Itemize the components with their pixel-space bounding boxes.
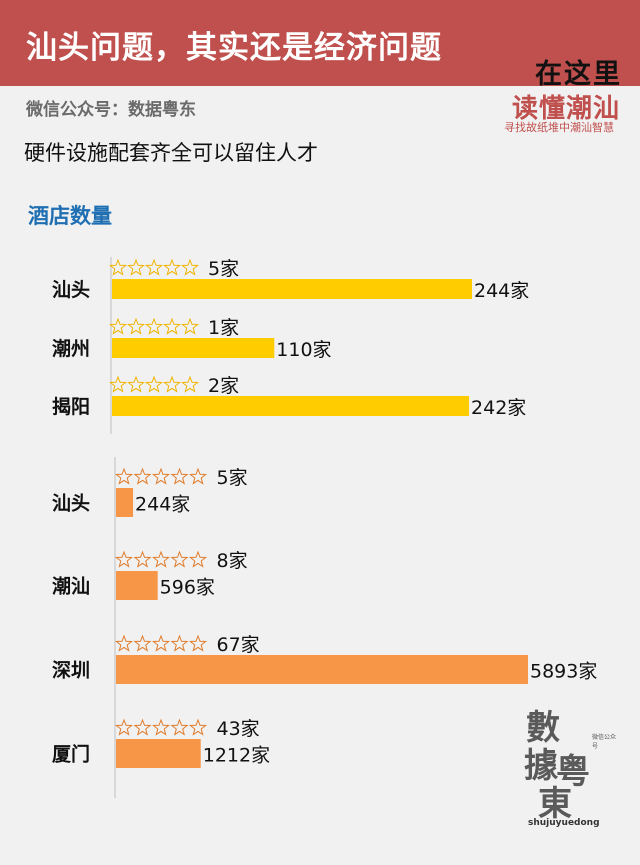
bar-value-label: 242家: [471, 397, 526, 419]
five-star-outline-icon: [181, 258, 199, 276]
five-star-count-label: 67家: [217, 634, 260, 656]
category-label: 潮汕: [52, 576, 90, 598]
five-star-outline-icon: [152, 467, 170, 485]
category-label: 潮州: [52, 338, 90, 360]
five-star-outline-icon: [170, 634, 189, 652]
five-star-outline-icon: [115, 467, 133, 485]
bar: [112, 279, 472, 299]
section-title: 酒店数量: [28, 204, 112, 228]
bar: [116, 488, 134, 517]
category-label: 揭阳: [52, 395, 90, 418]
five-star-outline-icon: [181, 375, 199, 393]
header-banner: 汕头问题，其实还是经济问题: [0, 0, 640, 86]
five-star-outline-icon: [152, 550, 170, 568]
five-star-outline-icon: [170, 718, 189, 736]
bar-value-label: 244家: [135, 494, 190, 516]
five-star-outline-icon: [145, 317, 163, 335]
five-star-outline-icon: [109, 258, 127, 276]
five-star-count-label: 8家: [217, 550, 248, 572]
category-label: 深圳: [52, 659, 90, 682]
watermark-char: 數: [526, 708, 560, 748]
bar-value-label: 110家: [276, 339, 331, 361]
five-star-outline-icon: [109, 375, 127, 393]
five-star-outline-icon: [133, 467, 152, 485]
five-star-outline-icon: [127, 375, 145, 393]
five-star-outline-icon: [163, 317, 181, 335]
five-star-outline-icon: [189, 634, 207, 652]
five-star-outline-icon: [170, 550, 189, 568]
five-star-outline-icon: [127, 258, 145, 276]
bar-value-label: 596家: [160, 577, 215, 599]
logo-tagline: 寻找故纸堆中潮汕智慧: [504, 121, 614, 134]
bar: [116, 739, 201, 768]
five-star-count-label: 43家: [217, 718, 260, 740]
bar-value-label: 244家: [474, 280, 529, 302]
category-label: 汕头: [52, 279, 90, 301]
watermark-url: shujuyuedong: [528, 818, 600, 828]
five-star-outline-icon: [133, 550, 152, 568]
five-star-outline-icon: [127, 317, 145, 335]
five-star-outline-icon: [163, 258, 181, 276]
five-star-outline-icon: [181, 317, 199, 335]
subtitle: 硬件设施配套齐全可以留住人才: [24, 141, 318, 165]
logo-text-secondary: 读懂潮汕: [511, 94, 620, 124]
watermark-char: 粤: [556, 752, 590, 792]
logo-text-primary: 在这里: [535, 59, 622, 90]
five-star-outline-icon: [145, 375, 163, 393]
five-star-outline-icon: [152, 718, 170, 736]
bar: [116, 571, 158, 600]
watermark-char: 據: [524, 746, 558, 786]
five-star-outline-icon: [115, 550, 133, 568]
bar-value-label: 1212家: [203, 745, 270, 767]
bar-value-label: 5893家: [530, 661, 597, 683]
page-title: 汕头问题，其实还是经济问题: [26, 30, 442, 66]
five-star-count-label: 2家: [208, 375, 239, 397]
five-star-outline-icon: [189, 718, 207, 736]
five-star-outline-icon: [115, 634, 133, 652]
five-star-count-label: 5家: [217, 467, 248, 489]
category-label: 厦门: [52, 743, 90, 766]
five-star-outline-icon: [109, 317, 127, 335]
watermark-logo: 數 據 粤 東 微信公众号 shujuyuedong: [520, 700, 620, 828]
bar: [112, 396, 470, 416]
five-star-outline-icon: [145, 258, 163, 276]
category-label: 汕头: [52, 493, 90, 515]
five-star-outline-icon: [170, 467, 189, 485]
five-star-outline-icon: [133, 634, 152, 652]
bar: [116, 655, 528, 684]
source-label: 微信公众号：数据粤东: [26, 100, 196, 120]
five-star-outline-icon: [152, 634, 170, 652]
five-star-outline-icon: [189, 467, 207, 485]
bar: [112, 338, 275, 358]
watermark-small: 微信公众号: [592, 734, 617, 750]
five-star-outline-icon: [163, 375, 181, 393]
watermark-char: 東: [538, 784, 572, 824]
five-star-count-label: 1家: [208, 317, 239, 339]
five-star-count-label: 5家: [208, 258, 239, 280]
five-star-outline-icon: [115, 718, 133, 736]
five-star-outline-icon: [133, 718, 152, 736]
five-star-outline-icon: [189, 550, 207, 568]
